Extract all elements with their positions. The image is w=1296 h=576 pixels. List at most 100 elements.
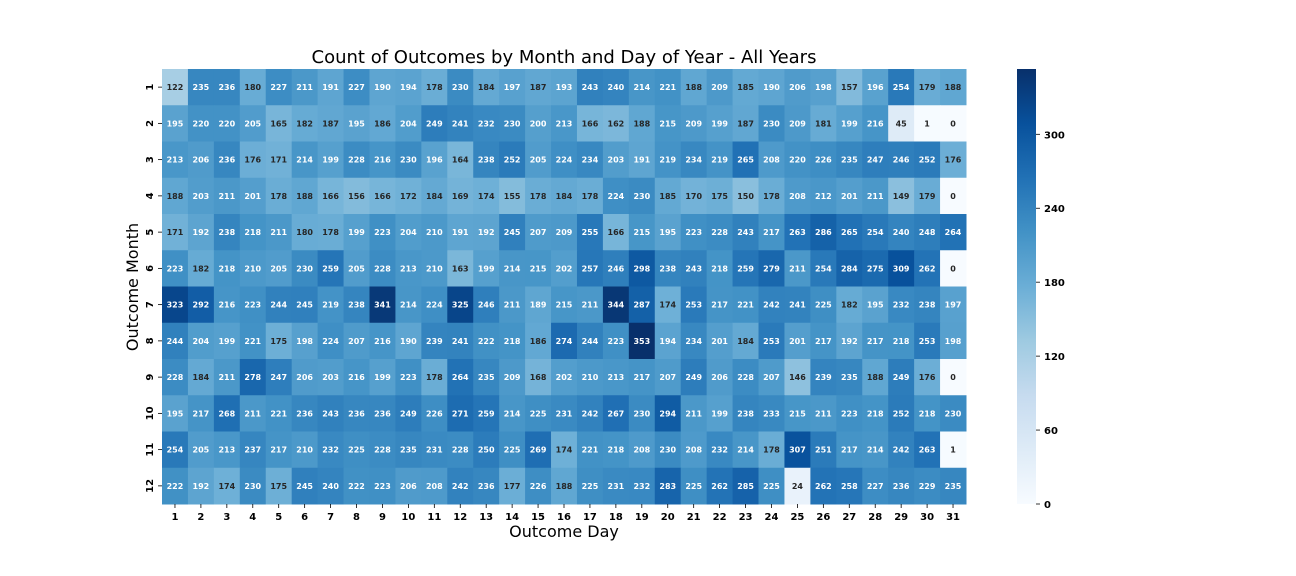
heatmap-cell	[784, 431, 811, 469]
heatmap-cell	[162, 141, 189, 179]
cell-value-label: 199	[478, 264, 495, 273]
cell-value-label: 214	[867, 446, 884, 455]
heatmap-cell	[810, 395, 837, 432]
cell-value-label: 188	[296, 192, 313, 201]
heatmap-cell	[187, 177, 215, 215]
heatmap-cell	[473, 359, 500, 396]
heatmap-cell	[680, 286, 708, 324]
cell-value-label: 197	[504, 83, 521, 92]
heatmap-cell	[758, 395, 785, 432]
heatmap-cell	[473, 286, 500, 324]
heatmap-cell	[862, 431, 889, 469]
cell-value-label: 225	[348, 446, 365, 455]
cell-value-label: 214	[633, 83, 650, 92]
cell-value-label: 235	[945, 482, 962, 491]
heatmap-cell	[551, 69, 578, 106]
heatmap-cell	[317, 250, 345, 287]
heatmap-cell	[291, 467, 319, 505]
cell-value-label: 235	[841, 156, 858, 165]
cell-value-label: 191	[633, 156, 650, 165]
cell-value-label: 205	[244, 119, 261, 128]
cell-value-label: 278	[244, 373, 261, 382]
heatmap-cell	[473, 431, 500, 469]
heatmap-cell	[862, 359, 889, 396]
heatmap-cell	[317, 467, 345, 505]
cell-value-label: 220	[789, 156, 806, 165]
cell-value-label: 285	[737, 482, 754, 491]
cell-value-label: 242	[763, 301, 780, 310]
heatmap-cell	[187, 467, 215, 505]
heatmap-cell	[602, 105, 630, 142]
cell-value-label: 216	[867, 119, 884, 128]
cell-value-label: 163	[452, 264, 469, 273]
heatmap-cell	[525, 395, 552, 432]
heatmap-cell	[162, 431, 189, 469]
heatmap-cell	[680, 431, 708, 469]
heatmap-cell	[810, 286, 837, 324]
cell-value-label: 204	[400, 119, 417, 128]
heatmap-cell	[576, 431, 604, 469]
x-tick-label: 19	[635, 512, 649, 523]
cell-value-label: 225	[815, 301, 832, 310]
heatmap-cell	[810, 141, 837, 179]
cell-value-label: 244	[270, 301, 287, 310]
heatmap-cell	[914, 69, 941, 106]
cell-value-label: 215	[633, 228, 650, 237]
heatmap-cell	[628, 467, 656, 505]
cell-value-label: 287	[633, 301, 650, 310]
heatmap-cell	[862, 322, 889, 360]
heatmap-cell	[888, 322, 915, 360]
cell-value-label: 228	[711, 228, 728, 237]
y-tick-label: 9	[145, 374, 156, 381]
heatmap-cell	[576, 359, 604, 396]
heatmap-cell	[940, 69, 967, 106]
heatmap-cell	[914, 177, 941, 215]
heatmap-cell	[602, 395, 630, 432]
cell-value-label: 208	[763, 156, 780, 165]
cell-value-label: 195	[348, 119, 365, 128]
cell-value-label: 236	[296, 409, 313, 418]
heatmap-cell	[732, 214, 760, 251]
cell-value-label: 283	[659, 482, 676, 491]
cell-value-label: 236	[218, 83, 235, 92]
heatmap-cell	[706, 322, 734, 360]
heatmap-cell	[395, 286, 422, 324]
cell-value-label: 176	[919, 373, 936, 382]
heatmap-cell	[447, 141, 474, 179]
heatmap-cell	[525, 467, 552, 505]
cell-value-label: 252	[504, 156, 521, 165]
heatmap-cell	[525, 359, 552, 396]
cell-value-label: 221	[737, 301, 754, 310]
cell-value-label: 230	[945, 409, 962, 418]
cell-value-label: 182	[296, 119, 313, 128]
heatmap-cell	[525, 250, 552, 287]
heatmap-cell	[162, 322, 189, 360]
x-tick-label: 20	[661, 512, 675, 523]
heatmap-cell	[499, 177, 526, 215]
heatmap-cell	[343, 467, 370, 505]
heatmap-cell	[395, 105, 422, 142]
colorbar-tick-label: 0	[1044, 500, 1051, 511]
cell-value-label: 216	[374, 337, 391, 346]
cell-value-label: 202	[556, 264, 573, 273]
heatmap-cell	[447, 431, 474, 469]
heatmap-cell	[810, 359, 837, 396]
cell-value-label: 223	[167, 264, 184, 273]
cell-value-label: 203	[322, 373, 339, 382]
heatmap-cell	[732, 69, 760, 106]
y-tick-label: 1	[145, 84, 156, 91]
cell-value-label: 207	[348, 337, 365, 346]
heatmap-cell	[758, 322, 785, 360]
cell-value-label: 175	[711, 192, 728, 201]
heatmap-cell	[888, 105, 915, 142]
x-axis-label: Outcome Day	[509, 522, 619, 541]
cell-value-label: 224	[322, 337, 339, 346]
heatmap-cell	[369, 105, 396, 142]
heatmap-cell	[291, 431, 319, 469]
cell-value-label: 238	[659, 264, 676, 273]
cell-value-label: 243	[322, 409, 339, 418]
heatmap-cell	[940, 322, 967, 360]
heatmap-cell	[732, 359, 760, 396]
heatmap-cell	[447, 69, 474, 106]
cell-value-label: 223	[608, 337, 625, 346]
